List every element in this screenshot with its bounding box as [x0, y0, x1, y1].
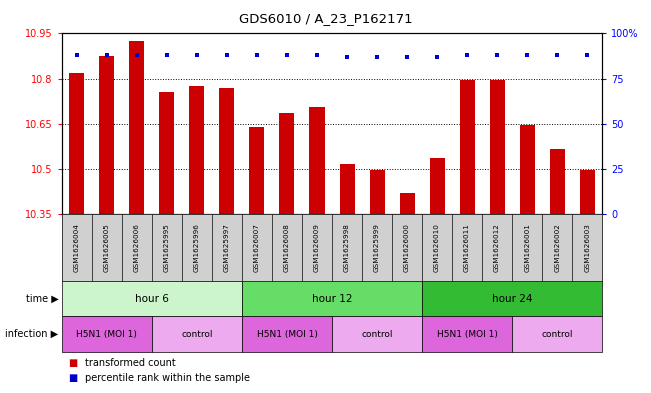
- Text: GSM1625995: GSM1625995: [164, 223, 170, 272]
- Text: GSM1626001: GSM1626001: [524, 223, 530, 272]
- Text: ■: ■: [68, 358, 77, 367]
- Bar: [100, 56, 115, 214]
- Text: GSM1626009: GSM1626009: [314, 223, 320, 272]
- Text: infection ▶: infection ▶: [5, 329, 59, 339]
- Point: [222, 52, 232, 58]
- Bar: [460, 80, 475, 214]
- Point: [252, 52, 262, 58]
- Bar: [189, 86, 204, 214]
- Bar: [70, 73, 85, 214]
- Point: [102, 52, 112, 58]
- Text: GSM1626004: GSM1626004: [74, 223, 80, 272]
- Point: [132, 52, 142, 58]
- Bar: [370, 171, 385, 214]
- Point: [372, 54, 382, 60]
- Text: GSM1626005: GSM1626005: [104, 223, 110, 272]
- Text: GSM1625998: GSM1625998: [344, 223, 350, 272]
- Text: time ▶: time ▶: [26, 294, 59, 304]
- Text: GSM1626011: GSM1626011: [464, 223, 470, 272]
- Bar: [519, 125, 534, 214]
- Bar: [549, 149, 564, 214]
- Bar: [279, 113, 294, 214]
- Point: [312, 52, 322, 58]
- Bar: [430, 158, 445, 214]
- Text: H5N1 (MOI 1): H5N1 (MOI 1): [437, 330, 497, 338]
- Text: percentile rank within the sample: percentile rank within the sample: [85, 373, 249, 383]
- Bar: [249, 127, 264, 214]
- Text: control: control: [181, 330, 213, 338]
- Text: GDS6010 / A_23_P162171: GDS6010 / A_23_P162171: [239, 12, 412, 25]
- Point: [582, 52, 592, 58]
- Point: [492, 52, 503, 58]
- Text: GSM1626003: GSM1626003: [584, 223, 590, 272]
- Text: control: control: [542, 330, 573, 338]
- Text: GSM1626002: GSM1626002: [554, 223, 560, 272]
- Text: control: control: [361, 330, 393, 338]
- Text: GSM1625999: GSM1625999: [374, 223, 380, 272]
- Point: [282, 52, 292, 58]
- Text: GSM1625996: GSM1625996: [194, 223, 200, 272]
- Point: [161, 52, 172, 58]
- Text: ■: ■: [68, 373, 77, 383]
- Text: transformed count: transformed count: [85, 358, 175, 367]
- Bar: [340, 165, 355, 214]
- Bar: [400, 193, 415, 214]
- Text: GSM1625997: GSM1625997: [224, 223, 230, 272]
- Bar: [219, 88, 234, 214]
- Point: [462, 52, 473, 58]
- Point: [402, 54, 412, 60]
- Point: [342, 54, 352, 60]
- Text: GSM1626000: GSM1626000: [404, 223, 410, 272]
- Text: GSM1626006: GSM1626006: [134, 223, 140, 272]
- Point: [191, 52, 202, 58]
- Bar: [130, 41, 145, 214]
- Text: hour 12: hour 12: [312, 294, 352, 304]
- Bar: [309, 107, 324, 214]
- Text: hour 24: hour 24: [492, 294, 533, 304]
- Bar: [490, 80, 505, 214]
- Point: [522, 52, 533, 58]
- Text: GSM1626012: GSM1626012: [494, 223, 500, 272]
- Text: GSM1626010: GSM1626010: [434, 223, 440, 272]
- Text: H5N1 (MOI 1): H5N1 (MOI 1): [76, 330, 137, 338]
- Text: hour 6: hour 6: [135, 294, 169, 304]
- Bar: [159, 92, 174, 214]
- Point: [432, 54, 442, 60]
- Text: GSM1626007: GSM1626007: [254, 223, 260, 272]
- Point: [72, 52, 82, 58]
- Bar: [579, 171, 594, 214]
- Text: GSM1626008: GSM1626008: [284, 223, 290, 272]
- Text: H5N1 (MOI 1): H5N1 (MOI 1): [256, 330, 318, 338]
- Point: [552, 52, 562, 58]
